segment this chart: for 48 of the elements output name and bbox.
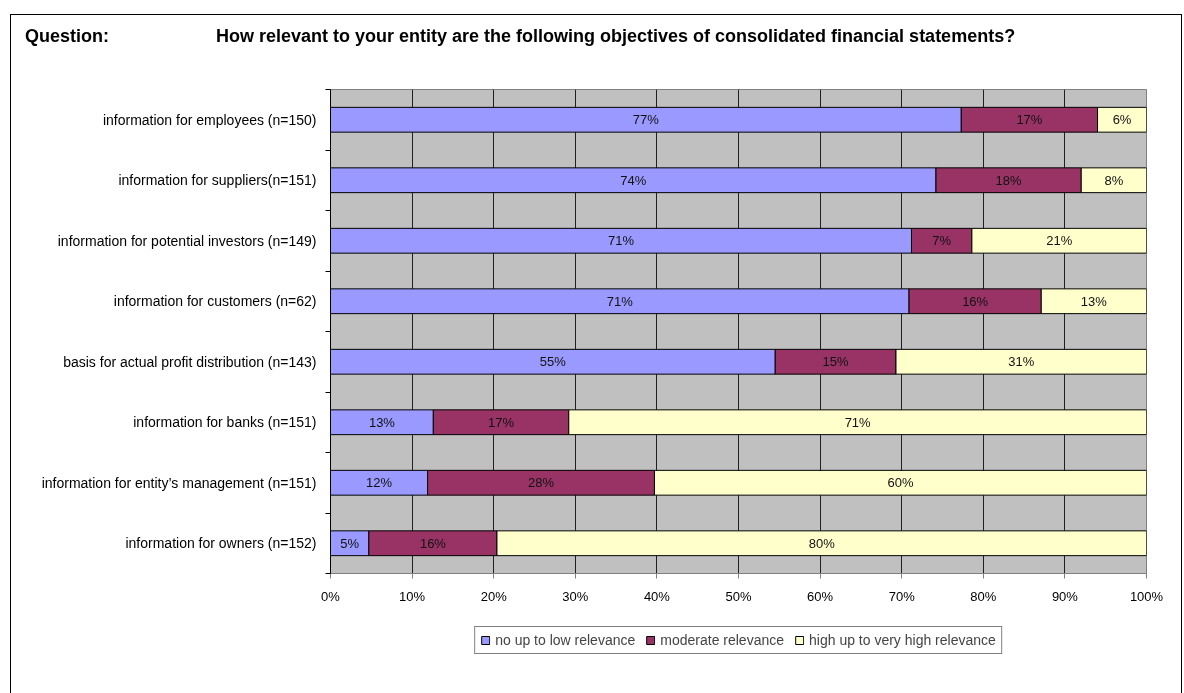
data-label: 13% bbox=[1080, 293, 1108, 309]
data-label: 16% bbox=[962, 293, 989, 309]
x-tick-label: 90% bbox=[1051, 588, 1079, 604]
y-tick-label: information for banks (n=151) bbox=[133, 414, 317, 431]
data-label: 18% bbox=[995, 172, 1023, 188]
data-label: 28% bbox=[528, 475, 555, 491]
y-tick-label: basis for actual profit distribution (n=143) bbox=[63, 353, 317, 370]
x-tick-label: 50% bbox=[725, 588, 752, 604]
legend-label: no up to low relevance bbox=[495, 632, 636, 648]
data-label: 8% bbox=[1104, 172, 1124, 188]
data-label: 77% bbox=[632, 112, 660, 128]
legend-label: high up to very high relevance bbox=[809, 632, 996, 648]
y-tick-label: information for entity’s management (n=151) bbox=[41, 474, 317, 491]
y-tick-label: information for owners (n=152) bbox=[125, 535, 317, 552]
x-tick-label: 40% bbox=[643, 588, 671, 604]
chart-subtitle: How relevant to your entity are the following objectives of consolidated financial statements? bbox=[216, 25, 1016, 48]
x-tick-label: 10% bbox=[399, 588, 426, 604]
y-tick-label: information for customers (n=62) bbox=[113, 293, 317, 310]
data-label: 17% bbox=[488, 414, 515, 430]
data-label: 71% bbox=[607, 233, 635, 249]
data-label: 15% bbox=[822, 354, 850, 370]
data-label: 7% bbox=[932, 233, 952, 249]
y-tick-label: information for potential investors (n=149) bbox=[57, 232, 317, 249]
data-label: 74% bbox=[620, 172, 647, 188]
data-label: 12% bbox=[366, 475, 393, 491]
data-label: 55% bbox=[539, 354, 567, 370]
data-label: 6% bbox=[1112, 112, 1132, 128]
data-label: 17% bbox=[1016, 112, 1043, 128]
data-label: 71% bbox=[606, 293, 634, 309]
data-label: 21% bbox=[1046, 233, 1073, 249]
text: Question: bbox=[25, 25, 109, 48]
x-tick-label: 0% bbox=[321, 588, 341, 604]
x-tick-label: 30% bbox=[562, 588, 589, 604]
legend-label: moderate relevance bbox=[660, 632, 785, 648]
x-tick-label: 20% bbox=[480, 588, 508, 604]
x-tick-label: 70% bbox=[888, 588, 916, 604]
data-label: 16% bbox=[419, 535, 447, 551]
data-label: 13% bbox=[368, 414, 396, 430]
data-label: 5% bbox=[340, 535, 360, 551]
data-label: 80% bbox=[808, 535, 836, 551]
x-tick-label: 60% bbox=[807, 588, 834, 604]
data-label: 60% bbox=[887, 475, 914, 491]
y-tick-label: information for employees (n=150) bbox=[102, 111, 317, 128]
x-tick-label: 100% bbox=[1129, 588, 1164, 604]
x-tick-label: 80% bbox=[970, 588, 997, 604]
data-label: 71% bbox=[844, 414, 872, 430]
data-label: 31% bbox=[1008, 354, 1035, 370]
y-tick-label: information for suppliers(n=151) bbox=[118, 172, 317, 189]
